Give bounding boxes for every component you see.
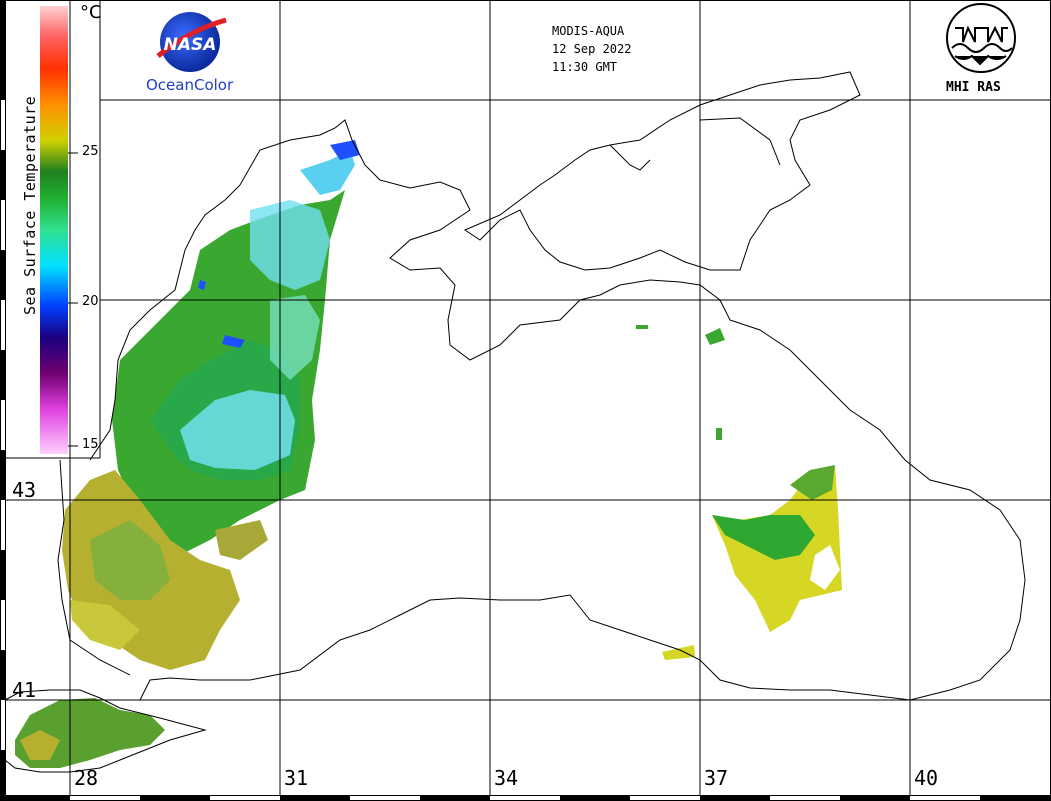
legend-tick-20: 20 [82,294,99,309]
legend-tick-15: 15 [82,437,99,452]
lon-label-40: 40 [914,766,939,790]
date-label: 12 Sep 2022 [552,42,632,56]
color-scale-bar [40,6,68,454]
mhi-ras-logo [946,3,1016,73]
header-text: MODIS-AQUA 12 Sep 2022 11:30 GMT [552,22,631,76]
lon-label-28: 28 [74,766,99,790]
legend-title: Sea Surface Temperature [21,95,39,315]
coastline [4,71,1026,773]
legend-tick-25: 25 [82,144,99,159]
lat-label-41: 41 [12,678,37,702]
mhi-ras-label: MHI RAS [946,80,1001,95]
lon-label-34: 34 [494,766,519,790]
sensor-label: MODIS-AQUA [552,24,625,38]
color-scale [40,6,78,454]
lon-label-31: 31 [284,766,309,790]
time-label: 11:30 GMT [552,60,618,74]
sst-data-layer [15,140,842,768]
nasa-logo-text: NASA [164,35,217,55]
oceancolor-label: OceanColor [146,76,234,94]
legend-unit: °C [80,2,102,23]
lon-label-37: 37 [704,766,729,790]
nasa-logo: NASA [156,12,227,72]
lat-label-43: 43 [12,478,37,502]
